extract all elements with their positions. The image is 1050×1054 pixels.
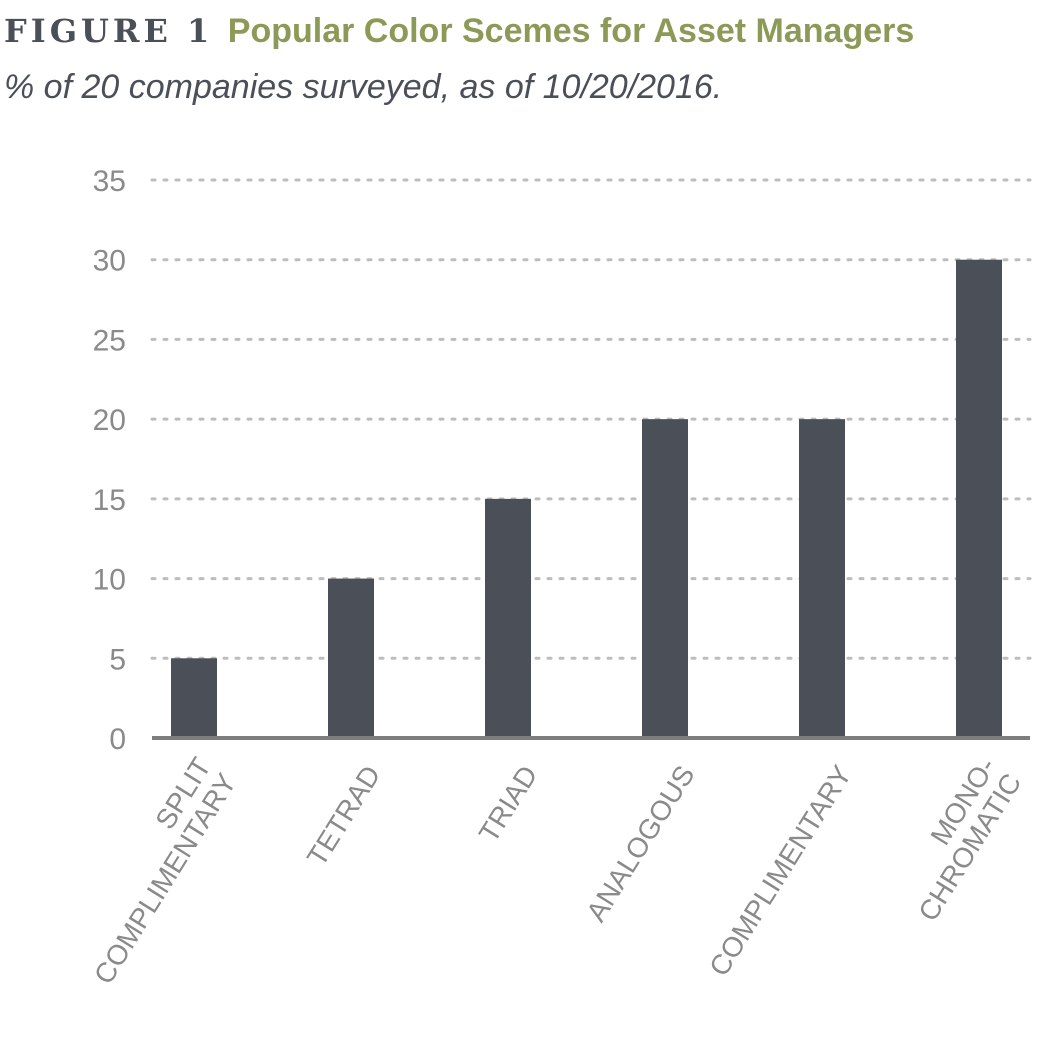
y-tick-label-35: 35	[93, 165, 126, 198]
y-tick-label-20: 20	[93, 404, 126, 437]
bars	[171, 259, 1002, 738]
chart-subtitle: % of 20 companies surveyed, as of 10/20/…	[4, 68, 723, 106]
x-tick-label-5: MONO-CHROMATIC	[912, 752, 1027, 926]
bar-5	[956, 259, 1002, 738]
chart-header: FIGURE 1 Popular Color Scemes for Asset …	[4, 8, 1044, 107]
gridlines	[150, 178, 1032, 660]
bar-4	[799, 419, 845, 738]
x-tick-label-2-line-0: TRIAD	[473, 760, 544, 848]
y-tick-label-10: 10	[93, 564, 126, 597]
x-tick-label-3-line-0: ANALOGOUS	[580, 760, 700, 927]
x-tick-label-1-line-0: TETRAD	[301, 760, 387, 871]
x-tick-label-4: COMPLIMENTARY	[703, 760, 858, 982]
bar-3	[642, 419, 688, 738]
bar-1	[328, 578, 374, 738]
x-tick-label-4-line-0: COMPLIMENTARY	[703, 760, 858, 982]
y-tick-label-15: 15	[93, 484, 126, 517]
x-tick-label-3: ANALOGOUS	[580, 760, 700, 927]
y-axis-ticks: 0 5 10 15 20 25 30 35	[93, 165, 126, 756]
title-line: FIGURE 1 Popular Color Scemes for Asset …	[4, 8, 1044, 61]
x-tick-label-1: TETRAD	[301, 760, 387, 871]
x-tick-label-2: TRIAD	[473, 760, 544, 848]
bar-0	[171, 658, 217, 738]
y-tick-label-0: 0	[109, 723, 126, 756]
figure-label: FIGURE 1	[4, 12, 214, 50]
y-tick-label-25: 25	[93, 324, 126, 357]
chart-title: Popular Color Scemes for Asset Managers	[227, 12, 915, 50]
y-tick-label-5: 5	[109, 643, 126, 676]
bar-2	[485, 498, 531, 738]
y-tick-label-30: 30	[93, 245, 126, 278]
